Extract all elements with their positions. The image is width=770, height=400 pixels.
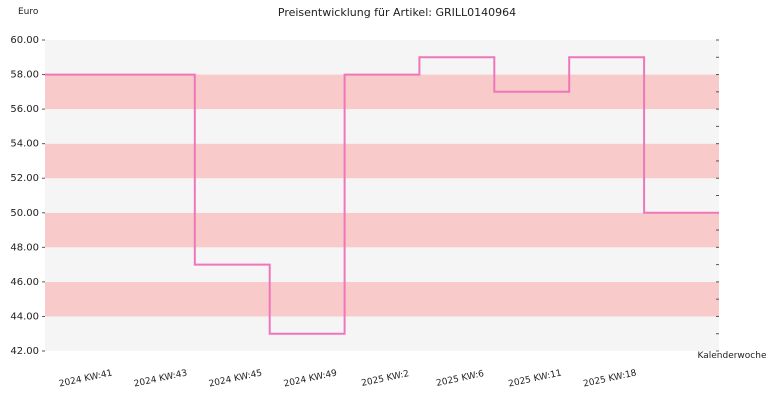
grid-band: [45, 212, 719, 248]
grid-band: [45, 74, 719, 110]
grid-band: [45, 316, 719, 351]
x-axis-label: Kalenderwoche: [697, 351, 766, 361]
y-tick-label: 54.00: [10, 139, 39, 150]
price-series-line: [45, 56, 719, 335]
x-tick-label: 2024 KW:41: [58, 369, 113, 390]
y-tick-label: 46.00: [10, 277, 39, 288]
y-tick-label: 60.00: [10, 35, 39, 46]
grid-band: [45, 143, 719, 179]
y-tick-label: 58.00: [10, 70, 39, 81]
chart-title: Preisentwicklung für Artikel: GRILL01409…: [278, 6, 516, 19]
x-tick-label: 2025 KW:6: [435, 369, 485, 389]
x-tick-label: 2025 KW:11: [508, 369, 563, 390]
y-tick-label: 50.00: [10, 208, 39, 219]
y-tick-label: 56.00: [10, 104, 39, 115]
x-tick-label: 2024 KW:49: [283, 368, 338, 389]
grid-band: [45, 178, 719, 213]
y-axis-ticks: 42.00 44.00 46.00 48.00 50.00 52.00 54.00 56.00…: [10, 35, 45, 357]
y-tick-label: 48.00: [10, 242, 39, 253]
x-axis-ticks: 2024 KW:41 2024 KW:43 2024 KW:45 2024 KW:49…: [58, 368, 638, 389]
y-axis-label: Euro: [18, 7, 39, 17]
x-tick-label: 2025 KW:2: [361, 369, 411, 389]
x-tick-label: 2024 KW:43: [133, 369, 188, 390]
grid-band: [45, 247, 719, 282]
y-tick-label: 42.00: [10, 346, 39, 357]
x-tick-label: 2024 KW:45: [208, 369, 263, 390]
y-tick-label: 52.00: [10, 173, 39, 184]
y-tick-label: 44.00: [10, 311, 39, 322]
x-tick-label: 2025 KW:18: [582, 368, 637, 389]
grid-band: [45, 281, 719, 317]
background-bands: [45, 40, 719, 351]
grid-band: [45, 109, 719, 144]
